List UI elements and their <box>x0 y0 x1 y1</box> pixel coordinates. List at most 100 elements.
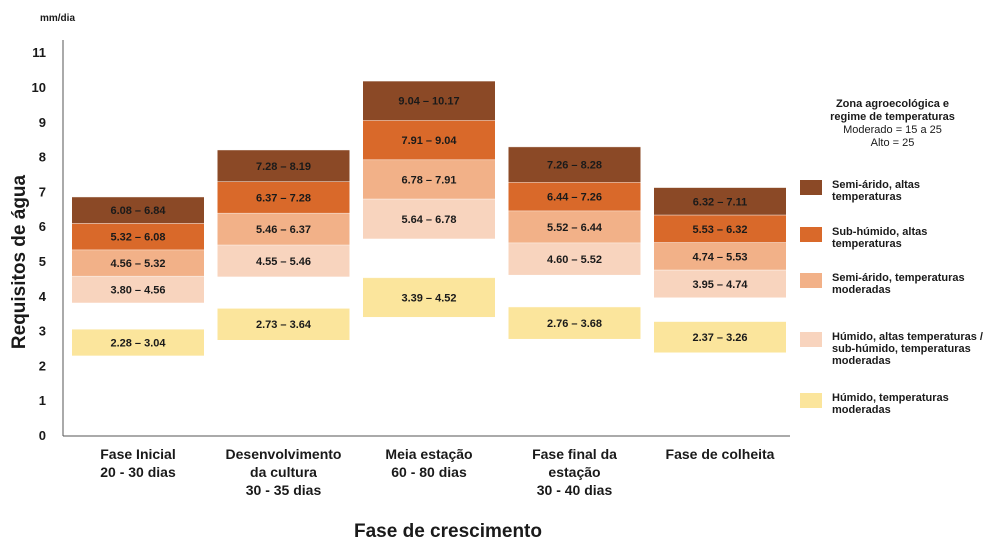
bar-segment <box>217 149 350 182</box>
bar-value-label: 7.91 – 9.04 <box>401 135 457 147</box>
bar-value-label: 4.56 – 5.32 <box>110 258 165 270</box>
bar-segment <box>654 215 786 243</box>
bar-segment <box>72 329 204 356</box>
legend-swatch <box>800 393 822 408</box>
bar-value-label: 6.37 – 7.28 <box>256 192 311 204</box>
axes: 0 1 2 3 4 5 6 7 8 9 10 11 Fase Inicial 20 - 30 dias De… <box>32 40 790 498</box>
legend-title-line1: Zona agroecológica e <box>835 98 950 110</box>
legend-note-line1: Moderado = 15 a 25 <box>843 124 942 136</box>
bar-segment <box>363 277 495 318</box>
x-tick-label: 60 - 80 dias <box>391 464 467 480</box>
bar-value-label: 6.32 – 7.11 <box>693 196 747 208</box>
x-axis-title: Fase de crescimento <box>354 521 542 541</box>
bar-segment <box>72 276 204 303</box>
y-tick-label: 9 <box>39 115 46 130</box>
bar-segment <box>654 187 786 216</box>
x-tick-label: 30 - 40 dias <box>537 482 613 498</box>
legend-title: Zona agroecológica e regime de temperatu… <box>800 98 985 150</box>
y-tick-label: 4 <box>39 289 47 304</box>
bar-value-label: 6.78 – 7.91 <box>401 174 456 186</box>
bar-segment <box>72 223 204 250</box>
x-tick-label: Desenvolvimento <box>226 446 342 462</box>
bar-value-label: 7.26 – 8.28 <box>547 160 602 172</box>
bar-value-label: 5.46 – 6.37 <box>256 224 311 236</box>
legend-label: Húmido, altas temperaturas / sub-húmido,… <box>832 331 983 367</box>
bar-segment <box>508 242 641 275</box>
bar-value-label: 4.55 – 5.46 <box>256 256 311 268</box>
bar-segment <box>654 321 786 353</box>
bar-segment <box>217 308 350 340</box>
legend-item-semiarido-moderadas: Semi-árido, temperaturas moderadas <box>800 272 987 296</box>
y-tick-label: 8 <box>39 150 46 165</box>
bar-segment <box>217 244 350 277</box>
legend-note-line2: Alto = 25 <box>870 137 915 149</box>
legend-label: Sub-húmido, altas temperaturas <box>832 226 928 250</box>
bar-segment <box>654 270 786 298</box>
legend-label: Semi-árido, temperaturas moderadas <box>832 272 965 296</box>
bar-value-label: 2.37 – 3.26 <box>692 332 747 344</box>
y-tick-label: 1 <box>39 393 46 408</box>
legend-item-semiarido-altas: Semi-árido, altas temperaturas <box>800 179 987 203</box>
bar-value-label: 6.08 – 6.84 <box>110 205 166 217</box>
x-tick-label: Fase Inicial <box>100 446 175 462</box>
legend-item-humido-altas: Húmido, altas temperaturas / sub-húmido,… <box>800 331 987 367</box>
bar-segment <box>654 242 786 271</box>
y-tick-label: 7 <box>39 184 46 199</box>
x-tick-label: estação <box>548 464 600 480</box>
legend-item-humido-moderadas: Húmido, temperaturas moderadas <box>800 392 987 416</box>
bar-value-labels: 2.28 – 3.04 2.73 – 3.64 3.39 – 4.52 2.76 – … <box>110 96 748 350</box>
bar-segment <box>508 210 641 243</box>
bar-value-label: 3.80 – 4.56 <box>110 285 165 297</box>
bar-segment <box>363 81 495 121</box>
bar-segment <box>72 196 204 224</box>
legend-label: Húmido, temperaturas moderadas <box>832 392 949 416</box>
bar-segment <box>72 249 204 277</box>
legend: Zona agroecológica e regime de temperatu… <box>800 98 985 416</box>
bar-value-label: 2.28 – 3.04 <box>110 337 166 349</box>
bar-segment <box>217 181 350 214</box>
bar-value-label: 5.64 – 6.78 <box>401 214 456 226</box>
bar-value-label: 5.52 – 6.44 <box>547 222 603 234</box>
y-tick-label: 10 <box>32 80 46 95</box>
bar-segment <box>363 120 495 160</box>
bar-value-label: 3.95 – 4.74 <box>692 279 748 291</box>
legend-swatch <box>800 227 822 242</box>
bar-segment <box>217 213 350 245</box>
chart: 0 1 2 3 4 5 6 7 8 9 10 11 Fase Inicial 20 - 30 dias De… <box>9 13 790 541</box>
bar-segment <box>508 182 641 211</box>
legend-swatch <box>800 180 822 195</box>
y-tick-label: 11 <box>32 45 46 60</box>
bar-value-label: 4.74 – 5.53 <box>692 251 747 263</box>
bar-value-label: 3.39 – 4.52 <box>401 292 456 304</box>
legend-item-subhumido-altas: Sub-húmido, altas temperaturas <box>800 226 987 250</box>
x-tick-label: Meia estação <box>385 446 472 462</box>
x-tick-label: 20 - 30 dias <box>100 464 176 480</box>
legend-swatch <box>800 332 822 347</box>
bars <box>72 80 786 356</box>
x-tick-label: 30 - 35 dias <box>246 482 322 498</box>
bar-segment <box>508 306 641 339</box>
bar-segment <box>508 146 641 183</box>
legend-title-line2: regime de temperaturas <box>830 111 955 123</box>
y-tick-label: 3 <box>39 324 46 339</box>
bar-value-label: 2.76 – 3.68 <box>547 318 602 330</box>
bar-value-label: 4.60 – 5.52 <box>547 254 602 266</box>
y-tick-label: 0 <box>39 428 46 443</box>
unit-label: mm/dia <box>40 13 75 24</box>
legend-swatch <box>800 273 822 288</box>
bar-value-label: 2.73 – 3.64 <box>256 319 312 331</box>
y-tick-label: 6 <box>39 219 46 234</box>
legend-label: Semi-árido, altas temperaturas <box>832 179 921 203</box>
x-tick-label: Fase de colheita <box>666 446 775 462</box>
bar-value-label: 7.28 – 8.19 <box>256 161 311 173</box>
bar-value-label: 5.32 – 6.08 <box>110 232 165 244</box>
x-tick-label: da cultura <box>250 464 317 480</box>
bar-value-label: 9.04 – 10.17 <box>398 96 459 108</box>
y-tick-label: 2 <box>39 358 46 373</box>
bar-segment <box>363 159 495 200</box>
bar-segment <box>363 199 495 239</box>
x-tick-label: Fase final da <box>532 446 617 462</box>
y-axis-title: Requisitos de água <box>9 174 30 349</box>
y-tick-label: 5 <box>39 254 46 269</box>
bar-value-label: 5.53 – 6.32 <box>692 224 747 236</box>
